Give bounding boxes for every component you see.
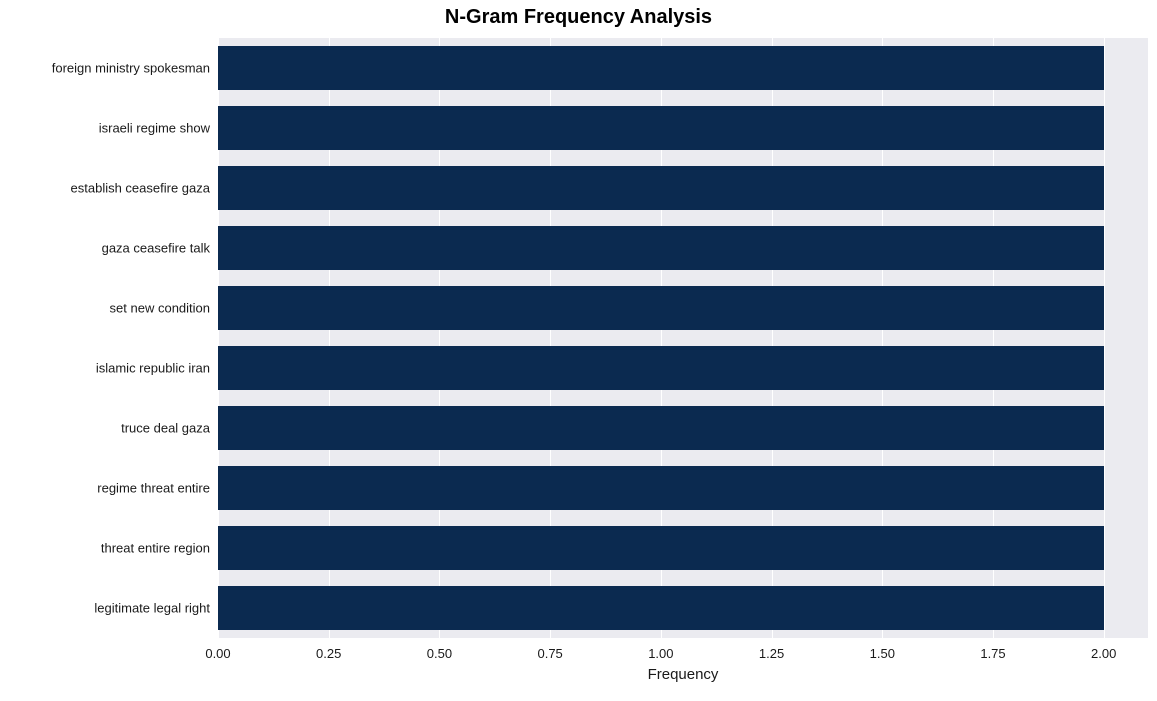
- y-tick-label: foreign ministry spokesman: [52, 61, 210, 76]
- bar: [218, 286, 1104, 329]
- y-tick-label: gaza ceasefire talk: [102, 241, 210, 256]
- x-tick-label: 1.25: [759, 646, 784, 661]
- y-tick-label: legitimate legal right: [94, 601, 210, 616]
- bar: [218, 106, 1104, 149]
- y-tick-label: israeli regime show: [99, 121, 210, 136]
- x-tick-label: 0.50: [427, 646, 452, 661]
- bar: [218, 46, 1104, 89]
- plot-area: 0.000.250.500.751.001.251.501.752.00fore…: [218, 38, 1148, 638]
- x-tick-label: 1.50: [870, 646, 895, 661]
- y-tick-label: islamic republic iran: [96, 361, 210, 376]
- y-tick-label: regime threat entire: [97, 481, 210, 496]
- bar: [218, 346, 1104, 389]
- x-tick-label: 0.75: [537, 646, 562, 661]
- bar: [218, 406, 1104, 449]
- y-tick-label: establish ceasefire gaza: [71, 181, 210, 196]
- bar: [218, 466, 1104, 509]
- bar: [218, 526, 1104, 569]
- x-tick-label: 2.00: [1091, 646, 1116, 661]
- x-tick-label: 0.25: [316, 646, 341, 661]
- x-tick-label: 1.00: [648, 646, 673, 661]
- chart-container: N-Gram Frequency Analysis 0.000.250.500.…: [0, 0, 1157, 701]
- chart-title: N-Gram Frequency Analysis: [0, 6, 1157, 29]
- x-tick-label: 0.00: [205, 646, 230, 661]
- x-tick-label: 1.75: [980, 646, 1005, 661]
- bar: [218, 586, 1104, 629]
- bar: [218, 226, 1104, 269]
- gridline: [1104, 38, 1105, 638]
- bar: [218, 166, 1104, 209]
- y-tick-label: threat entire region: [101, 541, 210, 556]
- y-tick-label: set new condition: [110, 301, 210, 316]
- x-axis-label: Frequency: [218, 666, 1148, 683]
- y-tick-label: truce deal gaza: [121, 421, 210, 436]
